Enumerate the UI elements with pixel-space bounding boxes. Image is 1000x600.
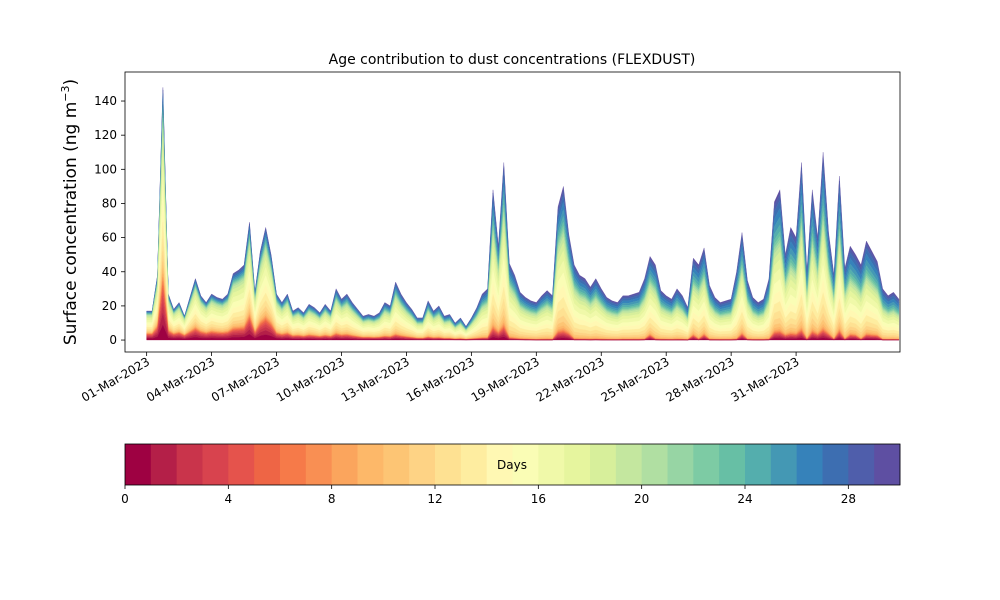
colorbar-bin: [383, 444, 410, 485]
colorbar-bin: [796, 444, 823, 485]
plot-frame: [124, 71, 901, 353]
stacked-area-layers: [146, 87, 900, 341]
x-tick-label: 25-Mar-2023: [599, 354, 672, 404]
y-tick-label: 20: [102, 299, 117, 313]
colorbar-bin: [564, 444, 591, 485]
colorbar-bin: [848, 444, 875, 485]
colorbar-tick-label: 4: [225, 492, 233, 506]
colorbar-bin: [874, 444, 901, 485]
x-tick-label: 01-Mar-2023: [79, 354, 152, 404]
x-tick-label: 07-Mar-2023: [209, 354, 282, 404]
colorbar-bin: [745, 444, 772, 485]
y-tick-label: 60: [102, 231, 117, 245]
y-tick-label: 120: [94, 128, 117, 142]
colorbar-bin: [538, 444, 565, 485]
colorbar-bin: [641, 444, 668, 485]
colorbar-tick-label: 16: [531, 492, 546, 506]
colorbar-bin: [150, 444, 178, 485]
colorbar-bin: [176, 444, 203, 485]
colorbar-bin: [822, 444, 849, 485]
y-axis-label: Surface concentration (ng m−3): [59, 79, 81, 345]
x-tick-label: 16-Mar-2023: [404, 354, 477, 404]
colorbar-tick-label: 28: [841, 492, 856, 506]
colorbar-bin: [435, 444, 462, 485]
chart-title: Age contribution to dust concentrations …: [329, 52, 696, 68]
y-tick-label: 80: [102, 196, 117, 210]
colorbar-bin: [254, 444, 281, 485]
colorbar-bin: [280, 444, 307, 485]
colorbar-bin: [228, 444, 255, 485]
colorbar-bin: [125, 444, 152, 485]
x-tick-label: 31-Mar-2023: [728, 354, 801, 404]
colorbar-tick-label: 12: [427, 492, 442, 506]
y-tick-label: 40: [102, 265, 117, 279]
age-layer-0: [146, 324, 899, 341]
colorbar-bin: [202, 444, 229, 485]
colorbar-bin: [615, 444, 643, 485]
colorbar-bin: [667, 444, 694, 485]
x-tick-label: 10-Mar-2023: [274, 354, 347, 404]
colorbar-bin: [409, 444, 436, 485]
y-tick-label: 100: [94, 162, 117, 176]
y-tick-label: 140: [94, 94, 117, 108]
x-tick-label: 19-Mar-2023: [469, 354, 542, 404]
colorbar-bin: [770, 444, 798, 485]
colorbar-bin: [331, 444, 358, 485]
x-axis: 01-Mar-202304-Mar-202307-Mar-202310-Mar-…: [79, 352, 802, 405]
x-tick-label: 13-Mar-2023: [339, 354, 412, 404]
colorbar-bin: [305, 444, 333, 485]
colorbar-bin: [590, 444, 617, 485]
colorbar-bin: [486, 444, 513, 485]
colorbar-tick-label: 24: [737, 492, 752, 506]
x-tick-label: 28-Mar-2023: [664, 354, 737, 404]
x-tick-label: 22-Mar-2023: [534, 354, 607, 404]
y-axis: 0 20 40 60 80 100 120 140: [94, 94, 125, 347]
colorbar: [125, 444, 901, 485]
colorbar-bin: [512, 444, 539, 485]
colorbar-label: Days: [497, 458, 527, 472]
colorbar-ticks: 0 4 8 12 16 20 24 28: [121, 485, 856, 506]
colorbar-bin: [719, 444, 746, 485]
colorbar-tick-label: 8: [328, 492, 336, 506]
colorbar-bin: [357, 444, 384, 485]
colorbar-bin: [693, 444, 720, 485]
colorbar-tick-label: 0: [121, 492, 129, 506]
y-tick-label: 0: [109, 333, 117, 347]
x-tick-label: 04-Mar-2023: [144, 354, 217, 404]
colorbar-tick-label: 20: [634, 492, 649, 506]
colorbar-frame: [124, 443, 901, 486]
colorbar-bin: [460, 444, 488, 485]
